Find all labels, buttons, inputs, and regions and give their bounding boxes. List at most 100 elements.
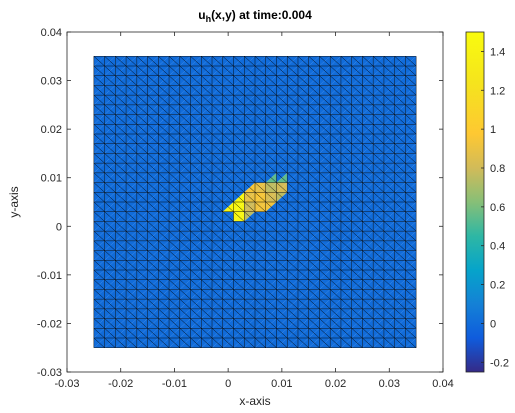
mesh-edge-diagonal <box>287 211 299 222</box>
mesh-edge-diagonal <box>330 337 342 348</box>
colorbar-tick-label: 0.8 <box>490 163 505 175</box>
mesh-edge-diagonal <box>233 308 245 319</box>
mesh-edge-diagonal <box>104 85 116 96</box>
mesh-edge-diagonal <box>211 94 223 106</box>
mesh-edge-diagonal <box>394 240 406 251</box>
mesh-edge-diagonal <box>373 192 385 203</box>
mesh-edge-diagonal <box>233 172 245 183</box>
mesh-edge-diagonal <box>405 298 417 310</box>
mesh-edge-diagonal <box>351 328 363 339</box>
mesh-edge-diagonal <box>179 250 191 261</box>
mesh-edge-diagonal <box>308 328 320 339</box>
mesh-edge-diagonal <box>190 298 202 310</box>
mesh-edge-diagonal <box>115 153 127 164</box>
mesh-edge-diagonal <box>265 65 277 76</box>
colorbar-tick-label: 1 <box>490 124 496 136</box>
mesh-edge-diagonal <box>383 182 395 193</box>
mesh-edge-diagonal <box>265 172 277 183</box>
mesh-edge-diagonal <box>222 250 234 261</box>
mesh-edge-diagonal <box>297 114 309 125</box>
mesh-edge-diagonal <box>115 328 127 339</box>
mesh-edge-diagonal <box>330 162 342 174</box>
mesh-edge-diagonal <box>319 230 331 242</box>
mesh-edge-diagonal <box>287 182 299 193</box>
mesh-edge-diagonal <box>330 328 342 339</box>
mesh-edge-diagonal <box>158 133 170 144</box>
mesh-edge-diagonal <box>115 279 127 290</box>
mesh-edge-diagonal <box>125 201 137 212</box>
mesh-edge-diagonal <box>254 65 266 76</box>
mesh-edge-diagonal <box>93 153 105 164</box>
mesh-edge-diagonal <box>340 269 352 280</box>
colorbar-tick-label: -0.2 <box>490 357 509 369</box>
mesh-edge-diagonal <box>383 65 395 76</box>
mesh-edge-diagonal <box>340 289 352 300</box>
mesh-edge-diagonal <box>362 260 374 271</box>
mesh-edge-diagonal <box>244 289 256 300</box>
mesh-edge-diagonal <box>222 114 234 125</box>
mesh-edge-diagonal <box>276 85 288 96</box>
mesh-edge-diagonal <box>211 240 223 251</box>
mesh-edge-diagonal <box>93 328 105 339</box>
mesh-edge-diagonal <box>340 230 352 242</box>
mesh-edge-diagonal <box>254 75 266 86</box>
mesh-edge-diagonal <box>201 143 213 154</box>
mesh-edge-diagonal <box>373 114 385 125</box>
mesh-edge-diagonal <box>254 192 266 203</box>
mesh-edge-diagonal <box>147 230 159 242</box>
mesh-edge-diagonal <box>233 124 245 135</box>
mesh-edge-diagonal <box>254 318 266 329</box>
mesh-edge-diagonal <box>168 230 180 242</box>
mesh-edge-diagonal <box>383 337 395 348</box>
colorbar-tick-label: 1.4 <box>490 46 505 58</box>
mesh-edge-diagonal <box>340 65 352 76</box>
mesh-edge-diagonal <box>233 230 245 242</box>
mesh-edge-diagonal <box>276 318 288 329</box>
mesh-edge-diagonal <box>147 289 159 300</box>
mesh-edge-diagonal <box>287 85 299 96</box>
mesh-edge-diagonal <box>93 221 105 232</box>
mesh-edge-diagonal <box>319 279 331 290</box>
mesh-edge-diagonal <box>297 201 309 212</box>
mesh-edge-diagonal <box>297 289 309 300</box>
mesh-edge-diagonal <box>222 298 234 310</box>
mesh-edge-diagonal <box>254 211 266 222</box>
mesh-edge-diagonal <box>136 221 148 232</box>
mesh-edge-diagonal <box>222 192 234 203</box>
mesh-edge-diagonal <box>93 56 105 67</box>
mesh-edge-diagonal <box>201 56 213 67</box>
mesh-edge-diagonal <box>351 114 363 125</box>
mesh-edge-diagonal <box>179 124 191 135</box>
mesh-edge-diagonal <box>373 298 385 310</box>
mesh-edge-diagonal <box>201 192 213 203</box>
mesh-edge-diagonal <box>201 221 213 232</box>
mesh-edge-diagonal <box>265 318 277 329</box>
mesh-edge-diagonal <box>351 221 363 232</box>
mesh-edge-diagonal <box>405 337 417 348</box>
mesh-edge-diagonal <box>147 104 159 115</box>
mesh-edge-diagonal <box>179 201 191 212</box>
mesh-edge-diagonal <box>158 318 170 329</box>
y-tick-label: 0.01 <box>41 173 62 185</box>
mesh-edge-diagonal <box>233 192 245 203</box>
mesh-edge-diagonal <box>362 308 374 319</box>
mesh-edge-diagonal <box>351 104 363 115</box>
mesh-edge-diagonal <box>125 124 137 135</box>
mesh-edge-diagonal <box>233 318 245 329</box>
mesh-edge-diagonal <box>373 269 385 280</box>
mesh-edge-diagonal <box>115 192 127 203</box>
mesh-edge-diagonal <box>201 211 213 222</box>
mesh-edge-diagonal <box>125 250 137 261</box>
mesh-edge-diagonal <box>330 308 342 319</box>
mesh-edge-diagonal <box>308 153 320 164</box>
mesh-edge-diagonal <box>265 289 277 300</box>
mesh-edge-diagonal <box>373 337 385 348</box>
mesh-edge-diagonal <box>201 240 213 251</box>
mesh-edge-diagonal <box>93 104 105 115</box>
mesh-edge-diagonal <box>136 143 148 154</box>
mesh-edge-diagonal <box>125 114 137 125</box>
mesh-edge-diagonal <box>179 143 191 154</box>
mesh-edge-diagonal <box>265 221 277 232</box>
mesh-edge-diagonal <box>287 143 299 154</box>
mesh-edge-diagonal <box>147 201 159 212</box>
